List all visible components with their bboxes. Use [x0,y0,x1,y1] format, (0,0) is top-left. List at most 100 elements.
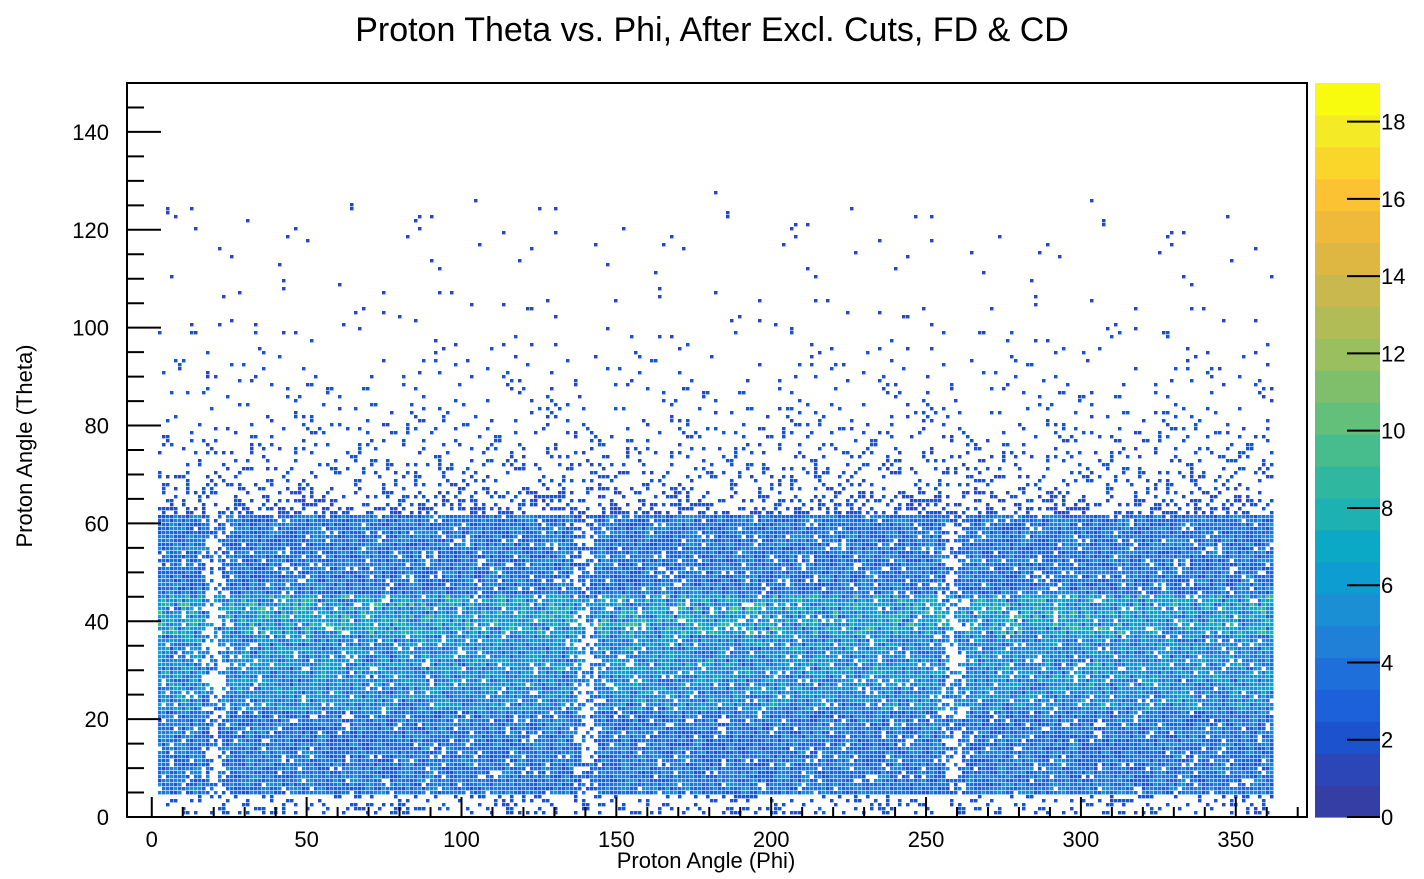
heatmap-cell [190,511,194,515]
heatmap-cell [226,655,230,659]
heatmap-cell [310,551,314,555]
heatmap-cell [194,723,198,727]
heatmap-cell [358,555,362,559]
heatmap-cell [194,587,198,591]
heatmap-cell [158,783,162,787]
heatmap-cell [370,671,374,675]
heatmap-cell [298,759,302,763]
heatmap-cell [230,255,234,259]
heatmap-cell [242,647,246,651]
heatmap-cell [246,787,250,791]
heatmap-cell [270,435,274,439]
heatmap-cell [382,783,386,787]
heatmap-cell [226,583,230,587]
heatmap-cell [402,535,406,539]
heatmap-cell [354,747,358,751]
heatmap-cell [190,615,194,619]
heatmap-cell [218,607,222,611]
heatmap-cell [370,627,374,631]
heatmap-cell [206,779,210,783]
heatmap-cell [414,687,418,691]
heatmap-cell [174,767,178,771]
heatmap-cell [270,727,274,731]
heatmap-cell [374,707,378,711]
heatmap-cell [426,531,430,535]
heatmap-cell [206,599,210,603]
heatmap-cell [382,519,386,523]
heatmap-cell [354,727,358,731]
heatmap-cell [298,595,302,599]
heatmap-cell [346,791,350,795]
heatmap-cell [270,591,274,595]
heatmap-cell [198,667,202,671]
heatmap-cell [198,591,202,595]
heatmap-cell [274,551,278,555]
heatmap-cell [178,699,182,703]
heatmap-cell [206,739,210,743]
heatmap-cell [166,539,170,543]
heatmap-cell [438,603,442,607]
heatmap-cell [430,675,434,679]
heatmap-cell [354,607,358,611]
heatmap-cell [234,699,238,703]
heatmap-cell [194,635,198,639]
heatmap-cell [390,595,394,599]
heatmap-cell [310,655,314,659]
heatmap-cell [218,527,222,531]
heatmap-cell [346,775,350,779]
heatmap-cell [282,687,286,691]
heatmap-cell [322,771,326,775]
heatmap-cell [290,531,294,535]
heatmap-cell [362,519,366,523]
heatmap-cell [382,675,386,679]
heatmap-cell [314,751,318,755]
heatmap-cell [306,655,310,659]
heatmap-cell [234,631,238,635]
heatmap-cell [206,759,210,763]
heatmap-cell [306,767,310,771]
heatmap-cell [438,635,442,639]
heatmap-cell [266,719,270,723]
heatmap-cell [190,787,194,791]
heatmap-cell [210,767,214,771]
heatmap-cell [354,519,358,523]
heatmap-cell [330,659,334,663]
heatmap-cell [422,791,426,795]
heatmap-cell [242,787,246,791]
heatmap-cell [338,643,342,647]
heatmap-cell [326,559,330,563]
heatmap-cell [326,807,330,811]
heatmap-cell [314,539,318,543]
heatmap-cell [186,591,190,595]
heatmap-cell [298,543,302,547]
heatmap-cell [410,543,414,547]
heatmap-cell [254,731,258,735]
heatmap-cell [226,639,230,643]
heatmap-cell [298,547,302,551]
heatmap-cell [254,607,258,611]
heatmap-cell [326,743,330,747]
heatmap-cell [198,699,202,703]
heatmap-cell [166,635,170,639]
heatmap-cell [290,783,294,787]
heatmap-cell [422,515,426,519]
heatmap-cell [378,779,382,783]
heatmap-cell [378,671,382,675]
heatmap-cell [234,607,238,611]
heatmap-cell [278,583,282,587]
heatmap-cell [338,647,342,651]
heatmap-cell [222,791,226,795]
heatmap-cell [258,623,262,627]
heatmap-cell [222,779,226,783]
heatmap-cell [198,619,202,623]
heatmap-cell [374,763,378,767]
heatmap-cell [322,519,326,523]
heatmap-cell [406,543,410,547]
heatmap-cell [178,619,182,623]
heatmap-cell [322,499,326,503]
heatmap-cell [350,551,354,555]
heatmap-cell [286,679,290,683]
heatmap-cell [370,803,374,807]
heatmap-cell [410,635,414,639]
heatmap-cell [294,695,298,699]
